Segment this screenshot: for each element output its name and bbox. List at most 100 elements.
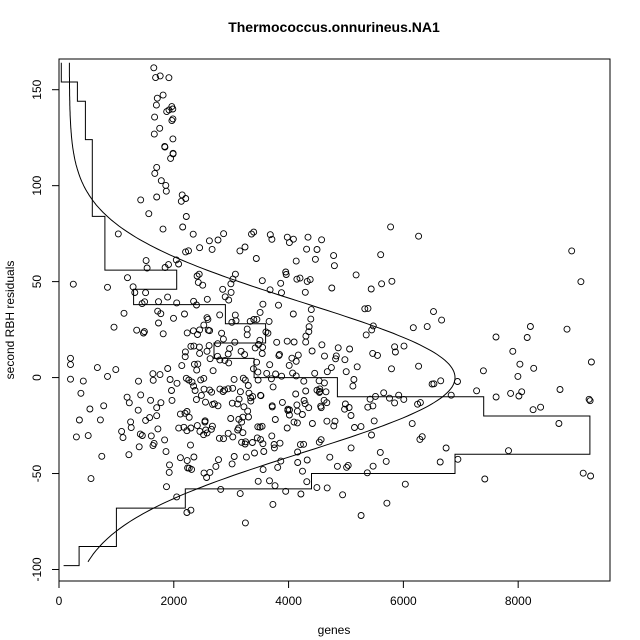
data-point <box>193 422 201 430</box>
data-point <box>191 387 199 394</box>
y-axis: -100 -50 0 50 100 150 <box>30 79 59 582</box>
data-point <box>352 271 360 279</box>
data-point <box>268 432 276 440</box>
data-point <box>67 361 74 369</box>
data-point <box>137 391 145 399</box>
data-point <box>86 405 94 413</box>
data-point <box>243 325 251 333</box>
data-point <box>283 424 291 432</box>
data-point <box>577 278 585 286</box>
data-point <box>568 247 576 255</box>
data-point <box>188 465 196 473</box>
y-tick-label: 100 <box>30 175 44 195</box>
data-point <box>200 374 208 382</box>
data-point <box>239 413 247 421</box>
data-point <box>84 432 92 440</box>
data-point <box>220 230 228 238</box>
data-point <box>140 328 148 336</box>
data-point <box>253 315 261 323</box>
data-point <box>181 310 188 318</box>
data-point <box>248 439 256 446</box>
data-point <box>230 453 238 460</box>
data-point <box>270 444 278 452</box>
data-point <box>556 386 564 393</box>
data-point <box>215 456 222 464</box>
data-point <box>303 456 311 464</box>
data-point <box>219 285 227 293</box>
data-point <box>492 333 500 341</box>
data-point <box>253 434 261 442</box>
data-point <box>307 315 315 323</box>
data-point <box>203 295 211 303</box>
data-point <box>110 323 118 331</box>
data-point <box>368 431 375 439</box>
data-point <box>156 371 164 379</box>
data-point <box>168 117 176 125</box>
data-point <box>347 412 355 419</box>
data-point <box>311 255 319 263</box>
data-point <box>438 316 446 324</box>
data-point <box>241 376 249 384</box>
data-point <box>300 377 308 385</box>
data-point <box>278 398 286 406</box>
data-point <box>579 469 587 477</box>
data-point <box>292 257 300 265</box>
data-point <box>442 444 450 452</box>
data-point <box>283 337 291 345</box>
data-point <box>175 424 183 432</box>
data-point <box>137 196 145 204</box>
data-point <box>161 143 169 150</box>
data-point <box>275 301 282 309</box>
data-point <box>264 329 272 337</box>
data-point <box>221 386 229 394</box>
data-point <box>135 443 143 451</box>
data-point <box>305 323 313 331</box>
data-point <box>369 462 377 470</box>
data-point <box>162 187 170 195</box>
data-point <box>256 308 264 316</box>
data-point <box>165 106 173 114</box>
data-point <box>150 64 158 72</box>
data-point <box>278 372 286 380</box>
data-point <box>294 448 302 456</box>
data-point <box>227 288 235 296</box>
data-point <box>206 468 214 476</box>
data-point <box>147 396 155 404</box>
data-point <box>214 340 222 348</box>
data-point <box>276 439 284 447</box>
data-point <box>343 463 351 471</box>
data-point <box>179 223 187 231</box>
data-point <box>428 380 436 388</box>
data-point <box>182 213 190 220</box>
data-point <box>529 406 537 414</box>
data-point <box>313 386 321 394</box>
data-point <box>208 388 216 396</box>
data-point <box>168 396 176 404</box>
data-point <box>294 459 302 466</box>
data-point <box>241 440 249 448</box>
data-point <box>323 399 331 407</box>
data-point <box>408 420 416 428</box>
data-point <box>162 448 170 456</box>
y-tick-label: -100 <box>30 557 44 581</box>
data-point <box>259 300 267 308</box>
data-point <box>236 247 244 255</box>
data-point <box>206 355 214 363</box>
data-point <box>423 323 431 331</box>
data-point <box>187 424 195 432</box>
data-point <box>127 418 135 426</box>
data-point <box>254 376 262 384</box>
data-point <box>183 457 191 465</box>
y-tick-label: -50 <box>30 465 44 483</box>
data-point <box>181 409 189 417</box>
x-tick-label: 6000 <box>390 594 417 608</box>
data-point <box>149 370 157 378</box>
data-point <box>206 327 214 335</box>
data-point <box>447 391 455 399</box>
data-point <box>303 478 311 486</box>
data-point <box>234 400 241 408</box>
data-point <box>388 277 396 285</box>
data-point <box>307 306 315 314</box>
x-tick-label: 0 <box>56 594 63 608</box>
